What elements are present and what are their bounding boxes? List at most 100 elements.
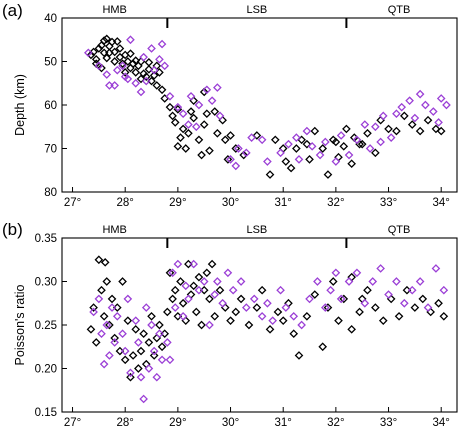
data-point [100, 258, 110, 267]
data-point [313, 277, 322, 286]
series-purple [84, 35, 451, 171]
data-point [294, 155, 304, 164]
data-point [318, 342, 328, 352]
data-point [252, 131, 262, 140]
data-point [136, 372, 146, 382]
data-point [213, 277, 222, 286]
data-point [339, 294, 349, 304]
data-point [226, 316, 235, 325]
data-point [110, 47, 119, 57]
data-point [336, 294, 346, 304]
y-axis-title: Poisson's ratio [13, 285, 27, 366]
data-point [191, 122, 201, 132]
data-point [231, 161, 241, 171]
y-tick-label: 40 [44, 13, 57, 25]
data-point [155, 55, 164, 64]
data-point [386, 133, 396, 142]
data-point [147, 44, 156, 53]
data-point [197, 320, 206, 330]
data-point [184, 120, 193, 129]
data-point [165, 268, 175, 278]
data-point [231, 307, 241, 317]
data-point [431, 124, 441, 134]
data-point [334, 152, 343, 162]
data-point [184, 128, 193, 138]
data-point [157, 355, 167, 365]
data-point [305, 294, 314, 304]
data-point [407, 285, 417, 295]
data-point [363, 285, 372, 295]
data-point [284, 139, 293, 149]
data-point [231, 144, 241, 153]
y-tick-label: 50 [44, 57, 57, 69]
x-tick-label: 30° [222, 197, 239, 209]
data-point [323, 170, 333, 179]
data-point [218, 298, 227, 308]
data-point [126, 63, 135, 73]
data-point [94, 255, 104, 265]
data-point [152, 333, 162, 343]
data-point [305, 155, 314, 164]
data-point [141, 303, 151, 312]
data-point [126, 368, 135, 378]
data-point [360, 120, 370, 129]
data-point [339, 142, 349, 151]
data-point [376, 264, 385, 273]
data-point [415, 277, 425, 286]
data-point [297, 320, 306, 330]
data-point [194, 272, 204, 282]
data-point [107, 294, 117, 304]
data-point [173, 102, 183, 112]
data-point [347, 272, 356, 282]
data-point [165, 355, 175, 365]
data-point [181, 144, 191, 153]
y-tick-label: 0.30 [35, 277, 57, 289]
panel-b-poissons-ratio-chart: HMB LSB QTB 27° 28° 29° 30° 31° 32° 33° 34° 0.15 0.2… [2, 220, 458, 429]
data-point [194, 100, 204, 110]
data-point [112, 311, 122, 321]
y-tick-label: 60 [44, 100, 57, 112]
data-point [328, 277, 338, 286]
data-point [94, 61, 104, 71]
x-tick-label: 27° [64, 197, 81, 209]
data-point [97, 329, 106, 339]
data-point [110, 57, 119, 66]
series-purple [89, 259, 449, 404]
region-label-qtb: QTB [388, 224, 411, 236]
data-point [371, 303, 380, 312]
data-point [236, 294, 246, 304]
data-point [439, 311, 449, 321]
data-point [355, 307, 364, 317]
data-point [165, 102, 175, 112]
data-point [220, 303, 230, 312]
data-point [289, 329, 299, 339]
data-point [310, 126, 320, 136]
y-tick-label: 0.35 [35, 233, 57, 245]
data-point [347, 325, 356, 334]
region-label-lsb: LSB [246, 224, 267, 236]
data-point [423, 115, 433, 125]
data-point [149, 351, 159, 360]
plot-frame [61, 17, 458, 193]
data-point [263, 298, 272, 308]
data-point [247, 133, 256, 142]
data-point [415, 89, 425, 99]
x-tick-label: 31° [275, 197, 292, 209]
data-point [197, 150, 206, 160]
data-point [257, 135, 267, 145]
data-point [378, 316, 388, 325]
data-point [165, 91, 175, 101]
data-point [155, 320, 164, 330]
data-point [91, 55, 101, 64]
data-point [302, 311, 312, 321]
data-point [249, 294, 259, 304]
data-point [199, 87, 209, 97]
x-tick-label: 32° [327, 417, 344, 429]
data-point [131, 68, 141, 77]
data-point [326, 285, 335, 295]
data-point [84, 48, 93, 58]
data-point [276, 285, 285, 295]
x-tick-label: 30° [222, 417, 239, 429]
data-point [439, 285, 449, 295]
